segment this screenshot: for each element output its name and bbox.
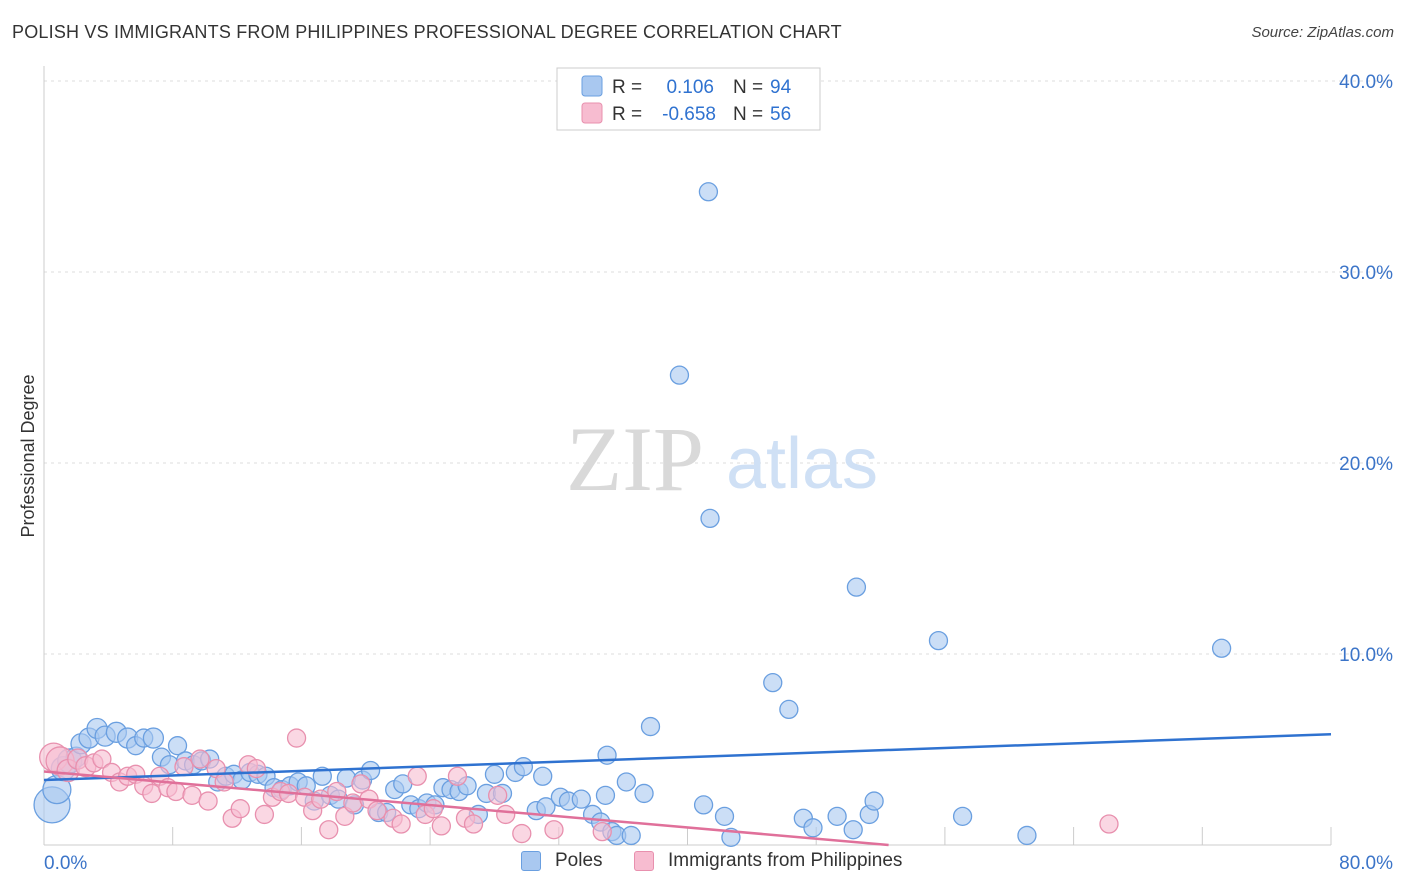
philippines-point (512, 823, 532, 844)
legend-r-label: R = (612, 104, 642, 125)
philippines-point (544, 820, 564, 840)
grid-lines (44, 80, 1392, 655)
philippines-point (407, 766, 427, 786)
philippines-point (488, 785, 508, 805)
poles-point (1211, 638, 1232, 658)
poles-point (167, 736, 188, 756)
poles-point (693, 795, 714, 815)
watermark: ZIP atlas (566, 408, 878, 510)
poles-point (843, 820, 863, 840)
poles-point (621, 825, 641, 846)
legend-label-poles: Poles (555, 850, 603, 871)
source-credit: Source: ZipAtlas.com (1251, 24, 1394, 41)
poles-point (827, 806, 847, 826)
poles-point (634, 783, 654, 804)
legend-swatch-philippines (581, 102, 603, 124)
y-axis-label: Professional Degree (18, 374, 38, 537)
poles-point (312, 766, 332, 786)
philippines-point (190, 749, 210, 769)
philippines-point (286, 728, 307, 748)
series-legend: Poles Immigrants from Philippines (0, 850, 1406, 880)
poles-point (640, 716, 661, 737)
philippines-point (182, 785, 202, 805)
legend-n-label: N = (733, 77, 763, 98)
philippines-point (142, 783, 162, 804)
poles-point (597, 745, 617, 765)
poles-point (928, 630, 949, 651)
poles-point (846, 577, 867, 597)
chart-title: POLISH VS IMMIGRANTS FROM PHILIPPINES PR… (12, 22, 842, 42)
watermark-zip: ZIP (566, 408, 704, 510)
poles-point (669, 365, 690, 385)
y-tick-label: 10.0% (1339, 645, 1393, 666)
y-tick-label: 30.0% (1339, 263, 1393, 284)
legend-swatch-poles (581, 75, 603, 97)
philippines-point (166, 781, 186, 802)
legend-n-value: 56 (770, 104, 791, 125)
poles-point (763, 673, 783, 693)
legend-item-poles: Poles (521, 850, 603, 872)
philippines-point (246, 758, 267, 779)
philippines-point (351, 774, 371, 794)
legend-label-philippines: Immigrants from Philippines (668, 850, 903, 871)
legend-r-value: 0.106 (666, 77, 714, 98)
poles-point (595, 785, 616, 805)
poles-point (533, 766, 553, 786)
philippines-point (1099, 814, 1119, 834)
poles-point (1017, 825, 1037, 846)
poles-point (864, 791, 884, 811)
legend-n-value: 94 (770, 77, 792, 98)
legend-r-label: R = (612, 77, 642, 98)
philippines-point (423, 799, 443, 819)
poles-point (714, 806, 735, 826)
philippines-point (463, 814, 484, 834)
philippines-point (174, 757, 194, 777)
legend-swatch-philippines (634, 851, 654, 871)
poles-point (700, 508, 720, 529)
poles-point (952, 806, 973, 826)
legend-n-label: N = (733, 104, 763, 125)
poles-point (571, 789, 591, 809)
philippines-point (431, 816, 452, 836)
poles-point (484, 764, 505, 784)
x-tick-label: 0.0% (44, 853, 87, 874)
y-tick-label: 40.0% (1339, 72, 1393, 93)
legend-swatch-poles (521, 851, 541, 871)
legend-r-value: -0.658 (662, 104, 716, 125)
poles-point (803, 818, 823, 838)
philippines-trend-line (43, 770, 889, 847)
philippines-point (319, 820, 339, 840)
watermark-atlas: atlas (726, 424, 878, 504)
correlation-legend: R = 0.106 N = 94 R = -0.658 N = 56 (556, 67, 821, 131)
y-tick-label: 20.0% (1339, 454, 1393, 475)
philippines-point (592, 821, 612, 842)
data-points (33, 182, 1232, 848)
philippines-point (92, 749, 112, 769)
philippines-point (496, 804, 516, 825)
poles-trend-line (43, 732, 1332, 782)
philippines-point (254, 804, 275, 825)
poles-point (360, 760, 381, 781)
philippines-point (230, 799, 250, 819)
philippines-point (311, 789, 331, 809)
philippines-point (391, 814, 411, 834)
philippines-point (198, 791, 218, 811)
poles-point (616, 772, 637, 792)
trend-lines (43, 732, 1332, 847)
x-tick-label: 80.0% (1339, 853, 1393, 874)
poles-point (142, 727, 165, 749)
philippines-point (447, 766, 468, 786)
poles-point (513, 757, 534, 777)
poles-point (779, 699, 799, 720)
philippines-point (367, 800, 387, 821)
tick-labels: 10.0% 20.0% 30.0% 40.0% 0.0% 80.0% (44, 72, 1393, 874)
poles-point (698, 182, 719, 202)
legend-item-philippines: Immigrants from Philippines (634, 850, 902, 872)
